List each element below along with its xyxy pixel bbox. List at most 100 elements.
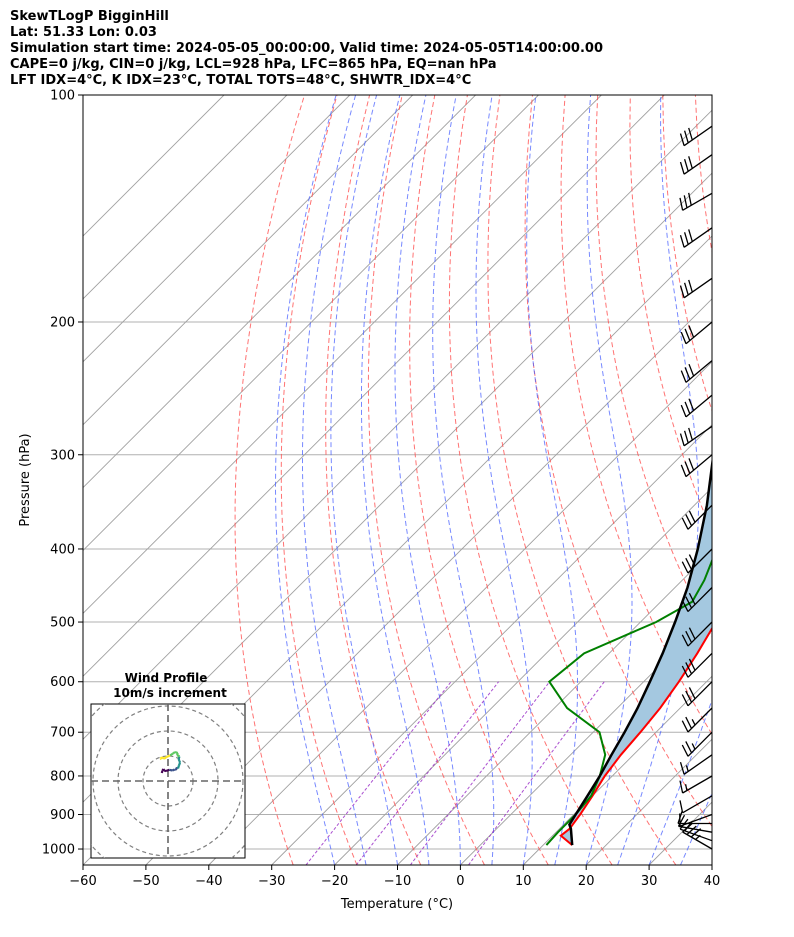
wind-barb bbox=[681, 731, 713, 757]
header-line-indices: LFT IDX=4°C, K IDX=23°C, TOTAL TOTS=48°C… bbox=[10, 73, 472, 88]
axis-ticks: −60 −50 −40 −30 −20 −10 0 10 20 30 40 100 200 300 400 5… bbox=[42, 89, 720, 890]
mixing-ratio-line bbox=[305, 681, 452, 865]
dry-adiabat-line bbox=[761, 95, 794, 865]
header-line-times: Simulation start time: 2024-05-05_00:00:… bbox=[10, 41, 603, 56]
wind-barb bbox=[679, 227, 713, 248]
wind-barb bbox=[679, 125, 713, 147]
wind-barb bbox=[680, 321, 713, 345]
x-tick-label: −60 bbox=[69, 874, 96, 889]
wind-barb bbox=[681, 587, 713, 613]
dry-adiabat-line bbox=[728, 95, 794, 865]
dry-adiabat-line bbox=[524, 95, 712, 828]
wind-barb bbox=[680, 360, 713, 383]
wind-barb bbox=[680, 394, 713, 418]
hodograph-plot bbox=[91, 704, 245, 858]
y-tick-label: 500 bbox=[50, 616, 75, 631]
isotherm-line bbox=[83, 95, 476, 489]
hodograph-segment bbox=[161, 756, 165, 760]
hodograph-segment bbox=[172, 768, 175, 772]
isotherm-line bbox=[83, 95, 414, 426]
moist-adiabat-line bbox=[432, 95, 495, 865]
temperature-line bbox=[559, 626, 712, 846]
wind-barb bbox=[679, 425, 713, 447]
dry-adiabat-line bbox=[280, 95, 358, 865]
hodograph-segment bbox=[169, 768, 173, 772]
dry-adiabat-line bbox=[409, 95, 549, 865]
dry-adiabat-line bbox=[595, 95, 712, 639]
isotherm-line bbox=[397, 549, 712, 865]
dry-adiabat-line bbox=[325, 95, 422, 865]
wind-barb bbox=[679, 277, 713, 299]
isotherm-line bbox=[271, 424, 712, 865]
y-tick-label: 100 bbox=[50, 89, 75, 104]
hodograph-segment bbox=[162, 768, 166, 772]
moist-adiabat-line bbox=[648, 698, 712, 865]
wind-barb bbox=[681, 548, 713, 574]
hodograph-segment bbox=[177, 758, 181, 762]
isotherm-line bbox=[460, 612, 712, 865]
hodograph-segment bbox=[174, 750, 179, 755]
mixing-ratio-line bbox=[355, 681, 499, 865]
chart-header: SkewTLogP BigginHill Lat: 51.33 Lon: 0.0… bbox=[10, 9, 603, 89]
x-tick-label: 10 bbox=[515, 874, 532, 889]
dry-adiabat-line bbox=[560, 95, 712, 736]
hodograph-segment bbox=[172, 751, 176, 755]
isotherm-line bbox=[83, 95, 665, 677]
x-tick-label: 0 bbox=[456, 874, 464, 889]
wind-barb bbox=[679, 754, 713, 775]
moist-adiabat-line bbox=[680, 792, 712, 865]
moist-adiabat-line bbox=[275, 95, 337, 865]
hodograph-segment bbox=[163, 756, 168, 760]
header-line-location: Lat: 51.33 Lon: 0.03 bbox=[10, 25, 157, 40]
wind-barb bbox=[679, 813, 713, 827]
isotherm-line bbox=[145, 298, 712, 865]
dewpoint-line bbox=[545, 558, 712, 846]
cape-shading bbox=[560, 465, 712, 846]
moist-adiabat-line bbox=[330, 95, 398, 865]
hodograph-segment bbox=[159, 757, 163, 761]
isotherm-line bbox=[83, 95, 288, 300]
isotherm-line bbox=[522, 675, 712, 865]
isotherm-line bbox=[711, 864, 712, 865]
dry-adiabat-line bbox=[448, 95, 613, 865]
y-tick-label: 800 bbox=[50, 769, 75, 784]
y-tick-label: 700 bbox=[50, 726, 75, 741]
wind-barb bbox=[679, 192, 713, 211]
hodograph-title: Wind Profile bbox=[125, 671, 208, 685]
plot-area bbox=[83, 95, 794, 865]
hodograph-segment bbox=[166, 754, 171, 759]
header-line-cape: CAPE=0 j/kg, CIN=0 j/kg, LCL=928 hPa, LF… bbox=[10, 57, 497, 72]
wind-barb bbox=[681, 707, 713, 733]
wind-barb bbox=[679, 154, 713, 175]
hodograph-segment bbox=[176, 764, 181, 769]
mixing-ratio-line bbox=[468, 681, 605, 865]
x-axis-label: Temperature (°C) bbox=[340, 897, 453, 912]
y-tick-label: 200 bbox=[50, 315, 75, 330]
wind-barb bbox=[679, 775, 713, 794]
x-tick-label: 30 bbox=[641, 874, 658, 889]
wind-barb bbox=[681, 681, 713, 707]
x-tick-label: −30 bbox=[258, 874, 285, 889]
isotherm-line bbox=[83, 109, 712, 740]
x-tick-label: −40 bbox=[195, 874, 222, 889]
moist-adiabat-line bbox=[475, 95, 533, 865]
moist-adiabat-line bbox=[394, 95, 461, 865]
moist-adiabat-line bbox=[302, 95, 367, 865]
hodograph-segment bbox=[169, 752, 174, 757]
wind-barb bbox=[681, 621, 713, 647]
x-tick-label: 40 bbox=[704, 874, 721, 889]
wind-barb bbox=[681, 504, 713, 530]
moist-adiabat-line bbox=[585, 95, 633, 865]
y-axis-label: Pressure (hPa) bbox=[18, 433, 33, 526]
x-tick-label: −10 bbox=[384, 874, 411, 889]
hodograph-segment bbox=[177, 762, 182, 766]
hodograph-segment bbox=[178, 760, 182, 764]
moist-adiabat-line bbox=[361, 95, 430, 865]
dry-adiabat-line bbox=[662, 95, 712, 413]
isotherm-line bbox=[648, 801, 712, 865]
isotherm-line bbox=[334, 486, 712, 865]
dry-adiabat-line bbox=[487, 95, 677, 865]
header-line-station: SkewTLogP BigginHill bbox=[10, 9, 169, 24]
hodograph-segment bbox=[174, 768, 177, 772]
